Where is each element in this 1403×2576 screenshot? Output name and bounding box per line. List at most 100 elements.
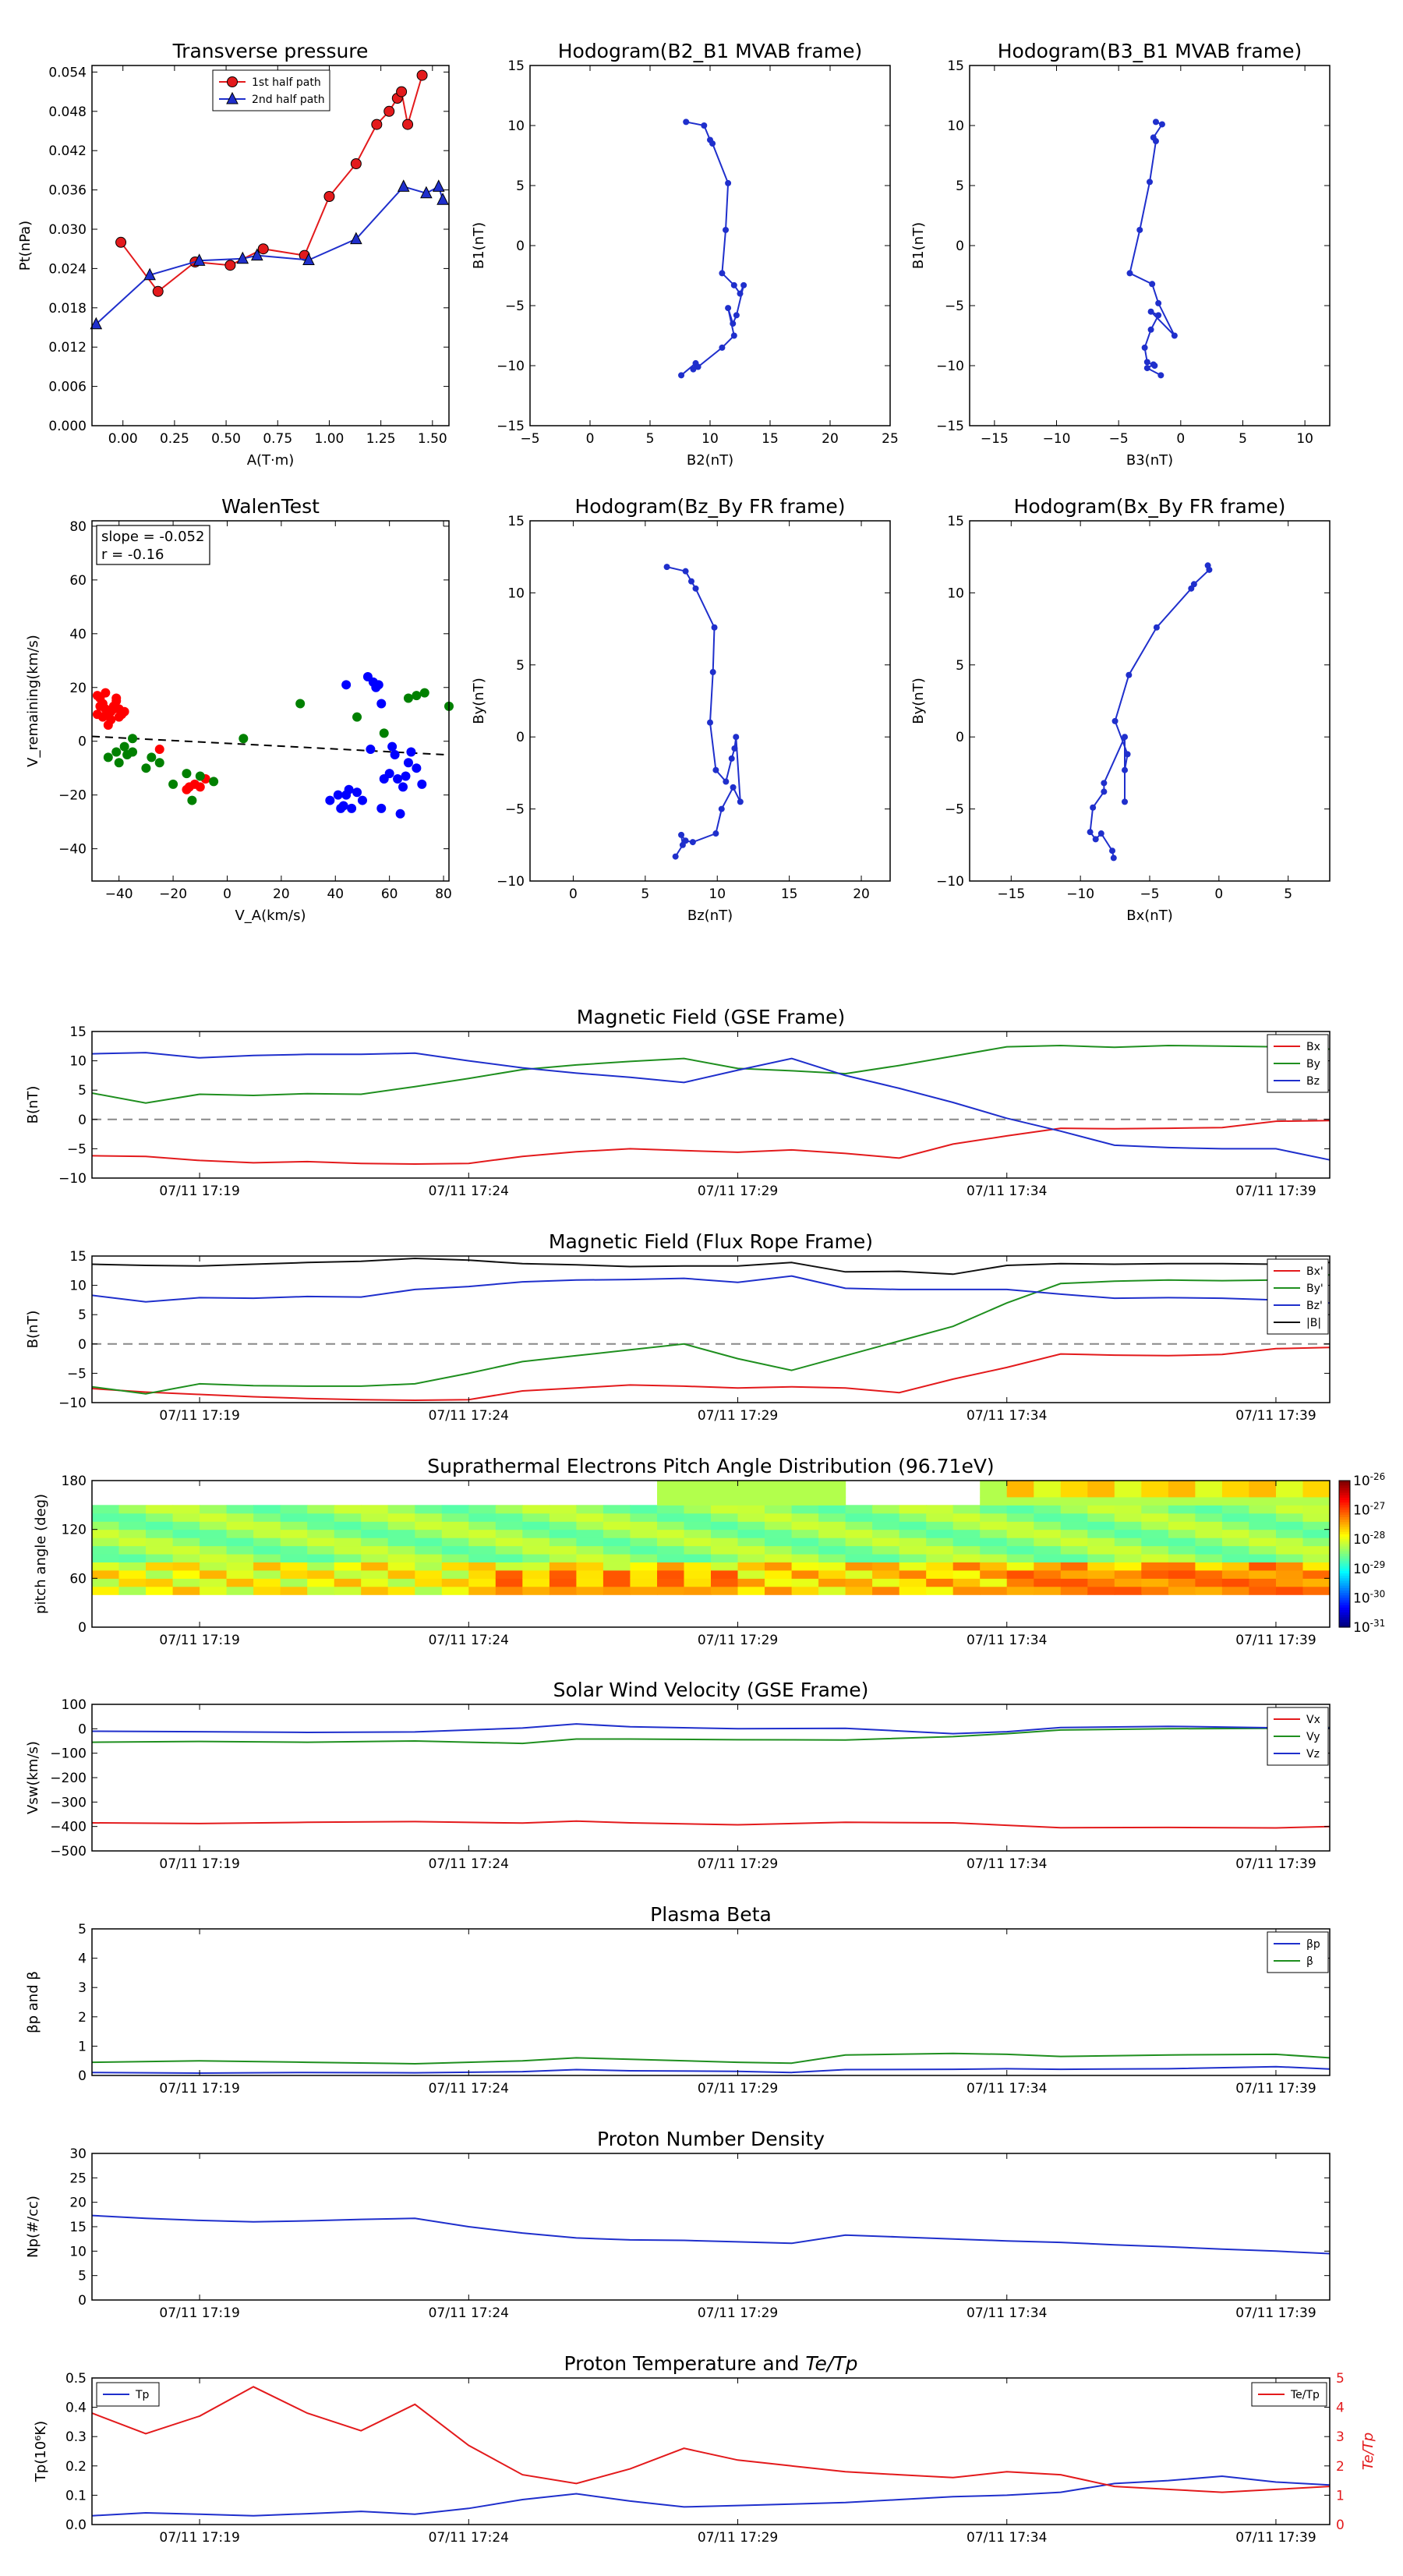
y-tick-label: −10 bbox=[58, 1396, 87, 1411]
x-tick-label: 15 bbox=[762, 431, 779, 447]
heatmap-cell bbox=[441, 1562, 469, 1571]
heatmap-cell bbox=[818, 1562, 846, 1571]
heatmap-cell bbox=[253, 1529, 281, 1538]
heatmap-cell bbox=[387, 1537, 415, 1547]
heatmap-cell bbox=[1034, 1521, 1062, 1530]
heatmap-cell bbox=[118, 1513, 147, 1522]
heatmap-cell bbox=[1034, 1481, 1062, 1489]
heatmap-cell bbox=[1141, 1488, 1169, 1498]
chart-title: Suprathermal Electrons Pitch Angle Distr… bbox=[427, 1455, 994, 1477]
heatmap-cell bbox=[1249, 1496, 1277, 1506]
heatmap-cell bbox=[1034, 1505, 1062, 1514]
heatmap-cell bbox=[468, 1513, 497, 1522]
heatmap-cell bbox=[549, 1562, 577, 1571]
heatmap-cell bbox=[926, 1545, 954, 1555]
heatmap-cell bbox=[1221, 1488, 1249, 1498]
chart-title: Hodogram(Bz_By FR frame) bbox=[574, 495, 845, 518]
heatmap-cell bbox=[1302, 1496, 1331, 1506]
heatmap-cell bbox=[441, 1586, 469, 1595]
heatmap-cell bbox=[1114, 1481, 1142, 1489]
heatmap-cell bbox=[1195, 1578, 1223, 1587]
heatmap-cell bbox=[1221, 1496, 1249, 1506]
annotation-slope: slope = -0.052 bbox=[101, 529, 204, 545]
heatmap-cell bbox=[1060, 1545, 1088, 1555]
colorbar-cell bbox=[1339, 1544, 1350, 1548]
colorbar-tick-label: 10-27 bbox=[1353, 1501, 1385, 1519]
heatmap-cell bbox=[952, 1537, 981, 1547]
y-tick-label: −5 bbox=[945, 802, 964, 818]
heatmap-cell bbox=[737, 1505, 765, 1514]
heatmap-cell bbox=[630, 1513, 658, 1522]
data-point bbox=[390, 749, 400, 759]
heatmap-cell bbox=[872, 1562, 900, 1571]
heatmap-cell bbox=[1221, 1505, 1249, 1514]
data-point bbox=[195, 771, 205, 781]
heatmap-cell bbox=[1114, 1513, 1142, 1522]
y-tick-label: 0.5 bbox=[65, 2371, 87, 2387]
heatmap-cell bbox=[791, 1554, 819, 1562]
data-point bbox=[168, 779, 178, 789]
colorbar-cell bbox=[1339, 1573, 1350, 1576]
heatmap-cell bbox=[926, 1554, 954, 1562]
data-point bbox=[701, 122, 708, 129]
heatmap-cell bbox=[1195, 1562, 1223, 1571]
data-point bbox=[403, 758, 413, 768]
legend-label: Bx bbox=[1306, 1041, 1320, 1053]
y-tick-label: 0.4 bbox=[65, 2401, 87, 2416]
heatmap-cell bbox=[1249, 1554, 1277, 1562]
chart-transverse-pressure: 0.00 0.25 0.50 0.75 1.00 1.25 1.50 0.000 0.006 0.… bbox=[17, 40, 450, 469]
heatmap-cell bbox=[791, 1578, 819, 1587]
hodogram-line bbox=[1089, 564, 1210, 858]
heatmap-cell bbox=[495, 1521, 523, 1530]
heatmap-cell bbox=[765, 1578, 793, 1587]
heatmap-cell bbox=[468, 1521, 497, 1530]
heatmap-cell bbox=[172, 1569, 200, 1579]
x-axis-label: A(T·m) bbox=[247, 452, 295, 469]
heatmap-cell bbox=[172, 1513, 200, 1522]
heatmap-cell bbox=[146, 1529, 174, 1538]
heatmap-cell bbox=[1195, 1529, 1223, 1538]
heatmap-cell bbox=[603, 1578, 631, 1587]
heatmap-cell bbox=[1034, 1545, 1062, 1555]
heatmap-cell bbox=[1221, 1513, 1249, 1522]
y2-tick-label: 4 bbox=[1336, 2401, 1345, 2416]
heatmap-cell bbox=[200, 1562, 228, 1571]
y2-axis-label: Te/Tp bbox=[1360, 2433, 1376, 2470]
heatmap-cell bbox=[952, 1545, 981, 1555]
y-tick-label: 10 bbox=[69, 1054, 87, 1070]
heatmap-cell bbox=[1060, 1481, 1088, 1489]
heatmap-cell bbox=[630, 1578, 658, 1587]
heatmap-cell bbox=[899, 1578, 927, 1587]
heatmap-cell bbox=[980, 1505, 1008, 1514]
data-point bbox=[347, 803, 357, 813]
chart-bfr: 07/11 17:19 07/11 17:24 07/11 17:29 07/11 1… bbox=[25, 1230, 1331, 1424]
heatmap-cell bbox=[818, 1545, 846, 1555]
x-axis-label: B3(nT) bbox=[1126, 452, 1173, 469]
series-line bbox=[91, 1726, 1331, 1745]
heatmap-cell bbox=[576, 1569, 604, 1579]
heatmap-cell bbox=[495, 1545, 523, 1555]
data-point bbox=[733, 312, 740, 319]
heatmap-cell bbox=[1141, 1569, 1169, 1579]
data-point bbox=[712, 830, 719, 837]
y-tick-label: 15 bbox=[69, 1249, 87, 1265]
heatmap-cell bbox=[172, 1545, 200, 1555]
heatmap-cell bbox=[791, 1513, 819, 1522]
y-tick-label: 60 bbox=[69, 573, 87, 589]
y-tick-label: −10 bbox=[936, 874, 964, 890]
data-point bbox=[718, 805, 725, 812]
heatmap-cell bbox=[92, 1562, 120, 1571]
colorbar-cell bbox=[1339, 1548, 1350, 1552]
heatmap-cell bbox=[468, 1545, 497, 1555]
heatmap-cell bbox=[200, 1586, 228, 1595]
heatmap-cell bbox=[415, 1521, 443, 1530]
colorbar-cell bbox=[1339, 1554, 1350, 1557]
data-point bbox=[417, 779, 427, 789]
heatmap-cell bbox=[387, 1578, 415, 1587]
y-tick-label: −10 bbox=[936, 359, 964, 374]
data-point bbox=[236, 251, 249, 264]
y-tick-label: 0 bbox=[78, 1620, 87, 1636]
y-axis-label: V_remaining(km/s) bbox=[25, 635, 41, 767]
plot-frame bbox=[91, 65, 450, 426]
heatmap-cell bbox=[737, 1529, 765, 1538]
